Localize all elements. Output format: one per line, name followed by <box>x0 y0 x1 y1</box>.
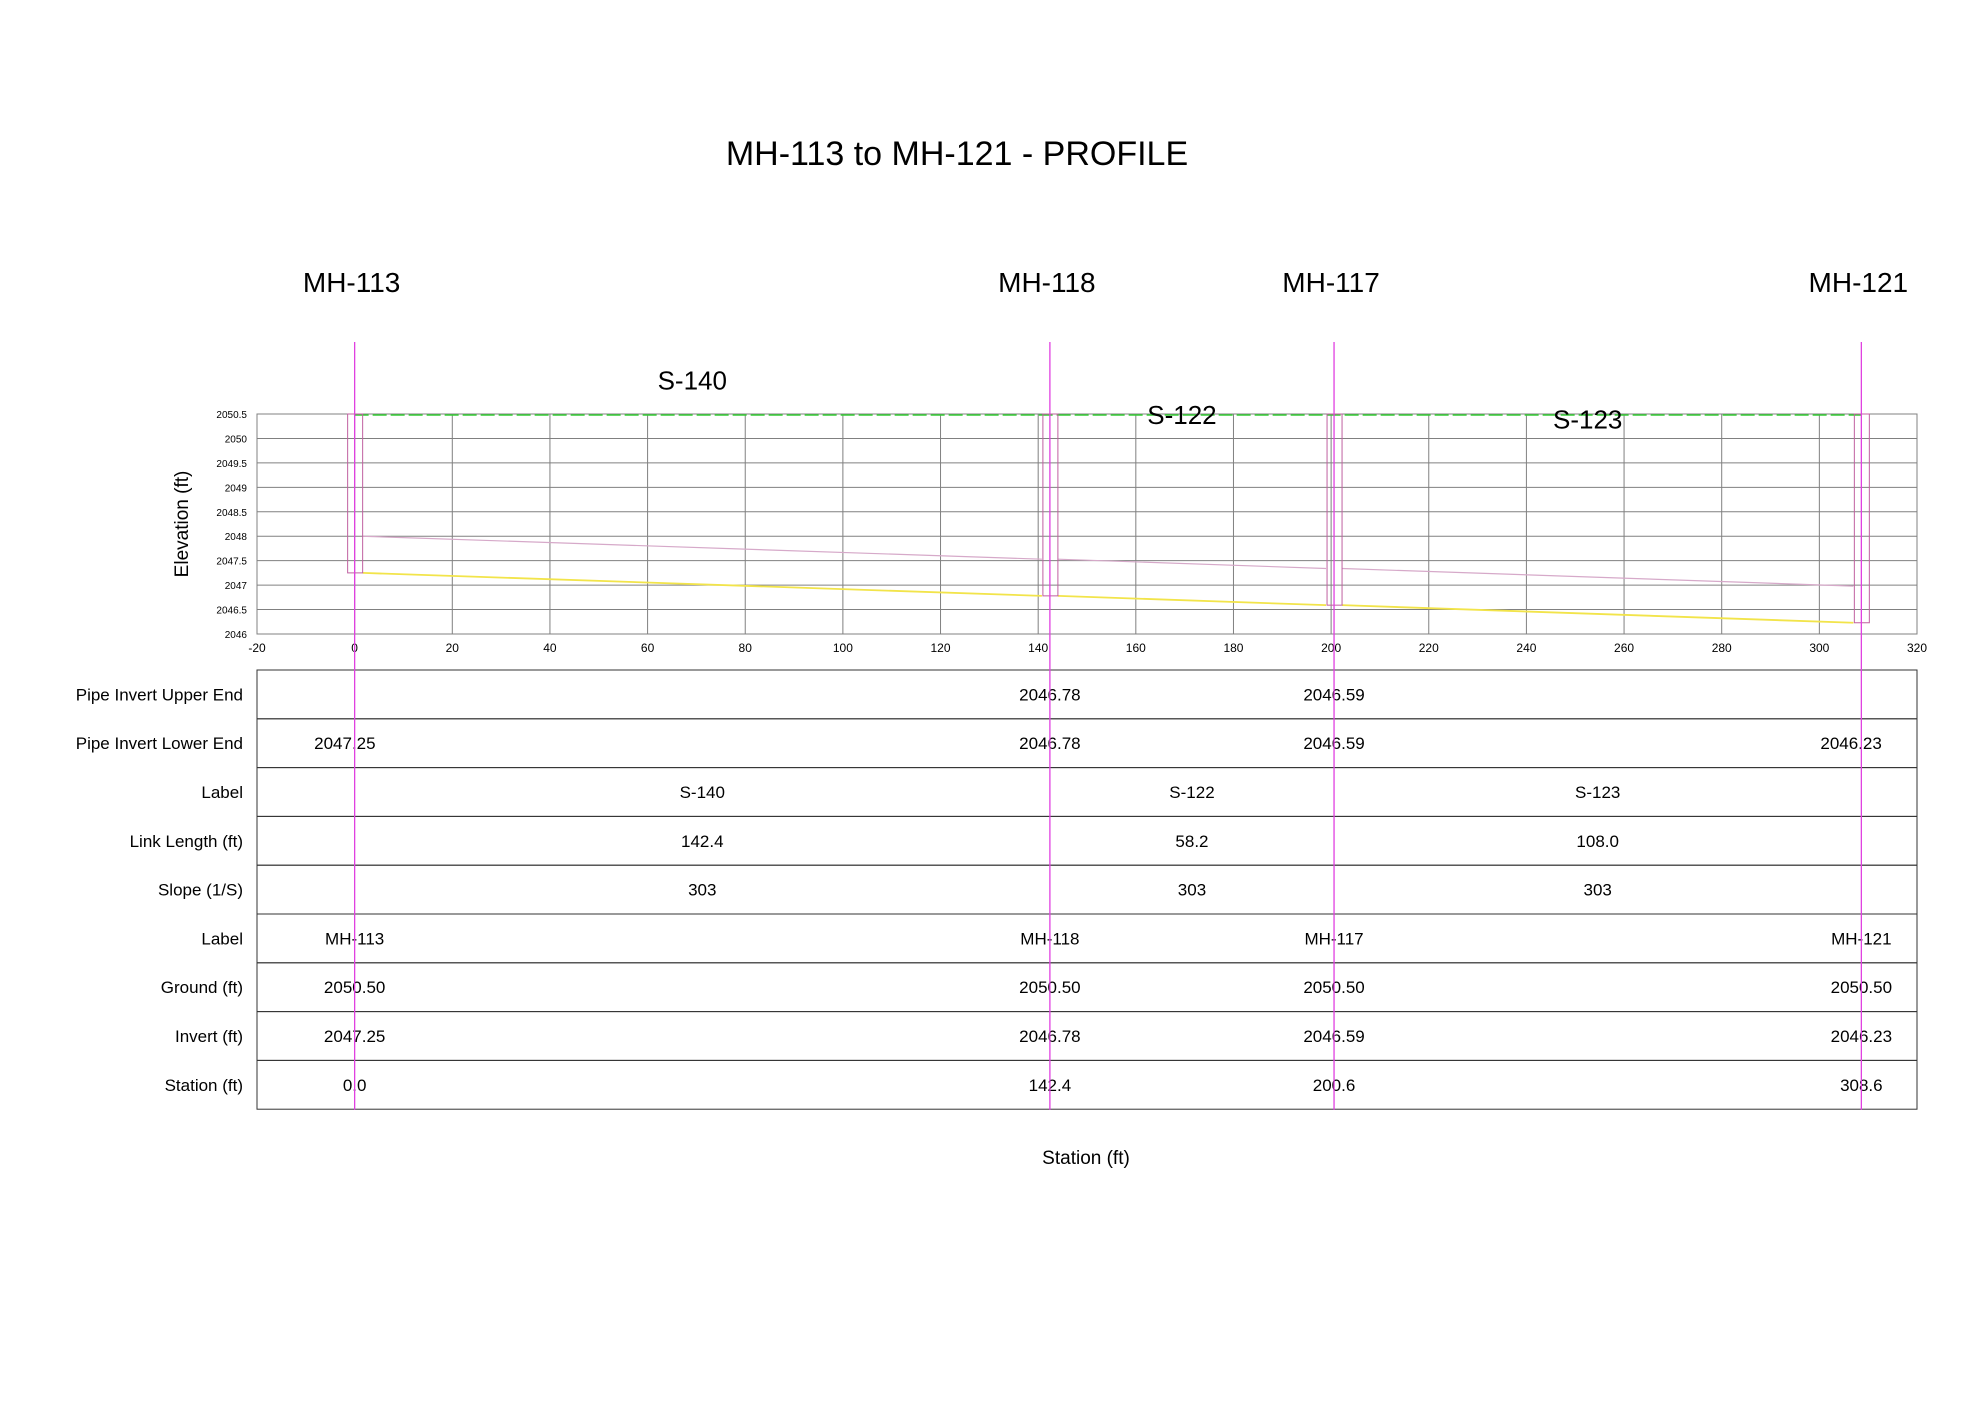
x-tick-label: 280 <box>1712 641 1732 655</box>
plot-series: S-140 S-122 S-123 <box>347 366 1870 624</box>
x-tick-label: 40 <box>543 641 557 655</box>
y-tick-label: 2046 <box>225 630 248 641</box>
table-cell: 2047.25 <box>314 734 375 753</box>
y-tick-label: 2047 <box>225 581 248 592</box>
x-tick-label: 140 <box>1028 641 1048 655</box>
row-header: Slope (1/S) <box>158 881 243 900</box>
table-cell: S-122 <box>1169 783 1214 802</box>
row-header: Ground (ft) <box>161 978 243 997</box>
row-header: Station (ft) <box>165 1076 243 1095</box>
node-top-label: MH-121 <box>1809 267 1909 298</box>
row-header: Invert (ft) <box>175 1027 243 1046</box>
table-cell: 142.4 <box>681 832 724 851</box>
row-header: Link Length (ft) <box>130 832 243 851</box>
table-cell: 2046.23 <box>1820 734 1881 753</box>
table-cell: 303 <box>688 881 716 900</box>
node-top-label: MH-113 <box>303 267 401 298</box>
pipe-invert-line <box>1057 594 1327 607</box>
x-tick-label: 240 <box>1516 641 1536 655</box>
chart-title: MH-113 to MH-121 - PROFILE <box>726 135 1188 173</box>
table-cell: 58.2 <box>1175 832 1208 851</box>
y-tick-label: 2049 <box>225 483 248 494</box>
pipe-invert-line <box>1342 604 1854 624</box>
plot-axes: -200204060801001201401601802002202402602… <box>216 410 1927 655</box>
x-axis-label: Station (ft) <box>1042 1148 1130 1169</box>
x-tick-label: 320 <box>1907 641 1927 655</box>
x-tick-label: 120 <box>931 641 951 655</box>
table-cell: S-123 <box>1575 783 1620 802</box>
link-label: S-123 <box>1553 405 1622 435</box>
link-label: S-140 <box>658 366 727 396</box>
x-tick-label: 80 <box>739 641 753 655</box>
node-top-label: MH-118 <box>998 267 1096 298</box>
node-top-label: MH-117 <box>1282 267 1380 298</box>
y-tick-label: 2048.5 <box>216 508 247 519</box>
x-tick-label: -20 <box>248 641 266 655</box>
pipe-crown-line <box>1057 558 1327 570</box>
pipe-crown-line <box>1342 567 1854 587</box>
row-header: Label <box>201 783 243 802</box>
x-tick-label: 220 <box>1419 641 1439 655</box>
row-header: Label <box>201 929 243 948</box>
table-row <box>256 1059 1918 1110</box>
table-cell: S-140 <box>680 783 725 802</box>
x-tick-label: 20 <box>446 641 460 655</box>
pipe-crown-line <box>362 535 1042 560</box>
y-tick-label: 2050 <box>225 434 248 445</box>
table-cell: 108.0 <box>1576 832 1619 851</box>
row-header: Pipe Invert Lower End <box>76 734 243 753</box>
x-tick-label: 100 <box>833 641 853 655</box>
table-cell: 303 <box>1584 881 1612 900</box>
y-axis-label: Elevation (ft) <box>172 471 193 578</box>
table-cell: 303 <box>1178 881 1206 900</box>
y-tick-label: 2050.5 <box>216 410 247 421</box>
y-tick-label: 2049.5 <box>216 459 247 470</box>
y-tick-label: 2048 <box>225 532 248 543</box>
link-label: S-122 <box>1147 400 1216 430</box>
plot-frame <box>256 413 1918 635</box>
node-markers: MH-113 MH-118 MH-117 MH-121 <box>303 267 1908 1110</box>
pipe-invert-line <box>362 571 1042 597</box>
x-tick-label: 60 <box>641 641 655 655</box>
x-tick-label: 300 <box>1809 641 1829 655</box>
row-header: Pipe Invert Upper End <box>76 685 243 704</box>
x-tick-label: 260 <box>1614 641 1634 655</box>
x-tick-label: 180 <box>1223 641 1243 655</box>
data-table: Pipe Invert Upper End 2046.78 2046.59Pipe … <box>76 669 1918 1110</box>
y-tick-label: 2047.5 <box>216 557 247 568</box>
y-tick-label: 2046.5 <box>216 606 247 617</box>
x-tick-label: 160 <box>1126 641 1146 655</box>
x-tick-label: 200 <box>1321 641 1341 655</box>
